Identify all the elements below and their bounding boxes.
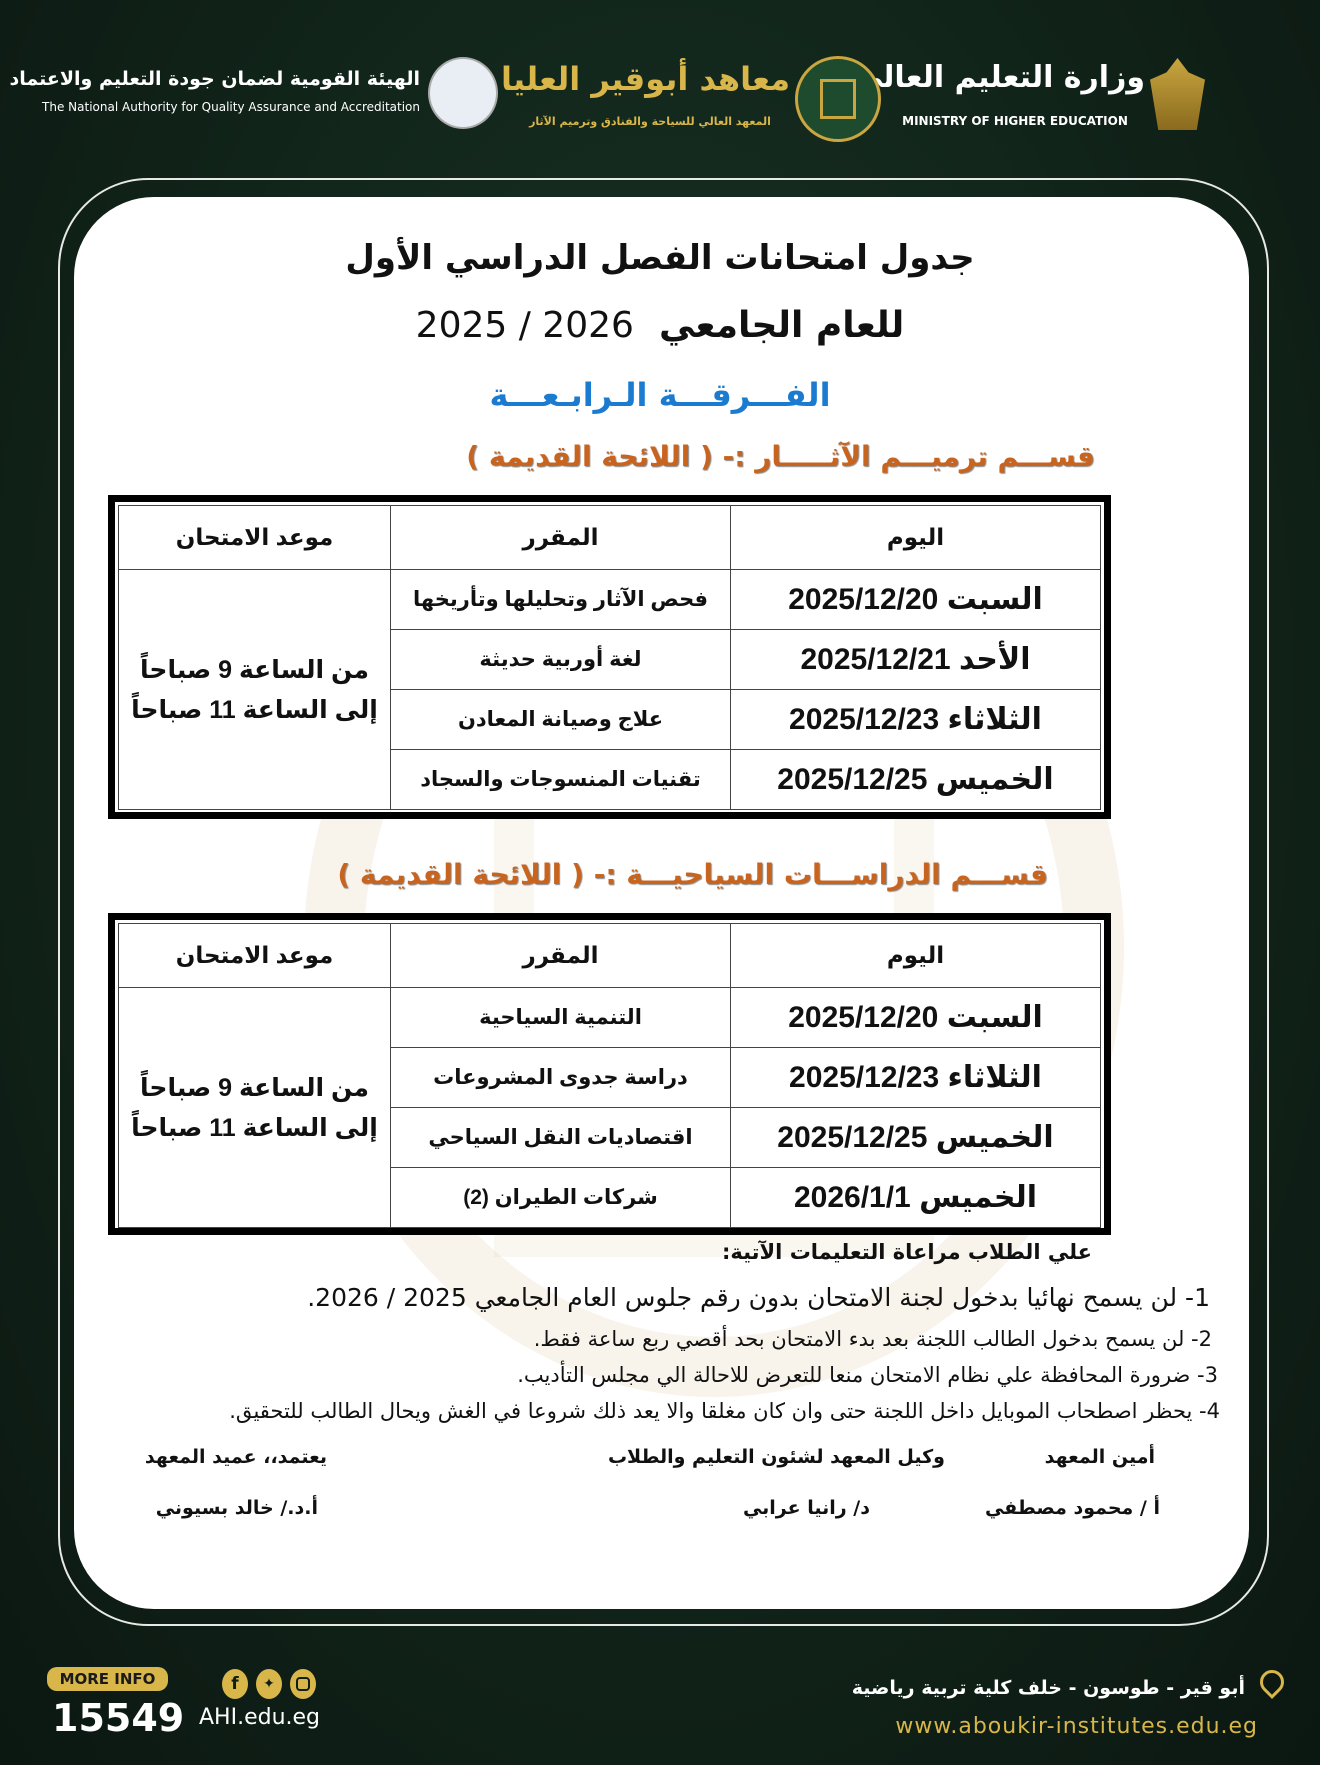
signature-name: أ.د./ خالد بسيوني bbox=[155, 1497, 318, 1519]
year-label: للعام الجامعي bbox=[659, 305, 905, 346]
day-cell: الخميس 2025/12/25 bbox=[730, 1107, 1101, 1168]
website-link[interactable]: www.aboukir-institutes.edu.eg bbox=[895, 1714, 1258, 1739]
table-row: الخميس 2026/1/1 شركات الطيران (2) bbox=[119, 1167, 1101, 1228]
institute-seal-logo bbox=[795, 56, 881, 142]
instructions-heading: علي الطلاب مراعاة التعليمات الآتية: bbox=[721, 1240, 1092, 1264]
institute-name: معاهد أبوقير العليا bbox=[501, 60, 790, 98]
course-cell: علاج وصيانة المعادن bbox=[390, 689, 731, 750]
course-cell: شركات الطيران (2) bbox=[390, 1167, 731, 1228]
address: أبو قير - طوسون - خلف كلية تربية رياضية bbox=[851, 1677, 1245, 1699]
column-header-time: موعد الامتحان bbox=[118, 505, 391, 570]
day-cell: الخميس 2026/1/1 bbox=[730, 1167, 1101, 1228]
day-cell: الثلاثاء 2025/12/23 bbox=[730, 689, 1101, 750]
naqaae-name-en: The National Authority for Quality Assur… bbox=[42, 100, 420, 114]
signature-title: أمين المعهد bbox=[1044, 1446, 1155, 1468]
column-header-course: المقرر bbox=[390, 923, 731, 988]
section-heading: قســـم ترميـــم الآثـــــار :- ( اللائحة… bbox=[466, 440, 1095, 473]
column-header-time: موعد الامتحان bbox=[118, 923, 391, 988]
page-title: جدول امتحانات الفصل الدراسي الأول bbox=[345, 238, 975, 278]
instruction-item: 3- ضرورة المحافظة علي نظام الامتحان منعا… bbox=[517, 1363, 1218, 1387]
column-header-day: اليوم bbox=[730, 505, 1101, 570]
facebook-icon[interactable]: f bbox=[222, 1669, 248, 1699]
signature-title: وكيل المعهد لشئون التعليم والطلاب bbox=[607, 1446, 945, 1468]
instruction-item: 2- لن يسمح بدخول الطالب اللجنة بعد بدء ا… bbox=[533, 1327, 1212, 1351]
table-row: الخميس 2025/12/25 تقنيات المنسوجات والسجا… bbox=[119, 749, 1101, 810]
day-cell: الخميس 2025/12/25 bbox=[730, 749, 1101, 810]
signature-name: أ / محمود مصطفي bbox=[984, 1497, 1160, 1519]
instruction-item: 4- يحظر اصطحاب الموبايل داخل اللجنة حتى … bbox=[229, 1399, 1220, 1423]
signature-title: يعتمد،، عميد المعهد bbox=[144, 1446, 327, 1468]
course-cell: دراسة جدوى المشروعات bbox=[390, 1047, 731, 1108]
course-cell: تقنيات المنسوجات والسجاد bbox=[390, 749, 731, 810]
day-cell: الثلاثاء 2025/12/23 bbox=[730, 1047, 1101, 1108]
section-heading: قســـم الدراســـات السياحيـــة :- ( اللا… bbox=[337, 858, 1048, 891]
ministry-name-en: MINISTRY OF HIGHER EDUCATION bbox=[902, 114, 1128, 128]
course-cell: لغة أوربية حديثة bbox=[390, 629, 731, 690]
card-frame bbox=[58, 178, 1269, 1626]
schedule-table: اليوم المقرر موعد الامتحان السبت 2025/12/2… bbox=[108, 495, 1111, 819]
short-website-link[interactable]: AHI.edu.eg bbox=[199, 1705, 321, 1730]
column-header-day: اليوم bbox=[730, 923, 1101, 988]
more-info-badge: MORE INFO bbox=[47, 1667, 168, 1691]
year-value: 2025 / 2026 bbox=[415, 305, 634, 346]
table-row: السبت 2025/12/20 فحص الآثار وتحليلها وتأر… bbox=[118, 569, 1101, 810]
day-cell: السبت 2025/12/20 bbox=[730, 569, 1101, 630]
table-row: الثلاثاء 2025/12/23 علاج وصيانة المعادن bbox=[119, 689, 1101, 750]
table-row: الأحد 2025/12/21 لغة أوربية حديثة bbox=[119, 629, 1101, 690]
day-cell: الأحد 2025/12/21 bbox=[730, 629, 1101, 690]
instagram-icon[interactable] bbox=[290, 1669, 316, 1699]
schedule-table: اليوم المقرر موعد الامتحان السبت 2025/12/2… bbox=[108, 913, 1111, 1235]
institute-subtitle: المعهد العالي للسياحة والفنادق وترميم ال… bbox=[529, 115, 771, 128]
time-cell: من الساعة 9 صباحاً إلى الساعة 11 صباحاً bbox=[118, 569, 391, 810]
course-cell: اقتصاديات النقل السياحي bbox=[390, 1107, 731, 1168]
ministry-name-ar: وزارة التعليم العالي bbox=[852, 60, 1145, 95]
naqaae-logo bbox=[428, 57, 498, 129]
column-header-course: المقرر bbox=[390, 505, 731, 570]
naqaae-name-ar: الهيئة القومية لضمان جودة التعليم والاعت… bbox=[9, 68, 420, 90]
table-row: السبت 2025/12/20 التنمية السياحية من الساع… bbox=[118, 987, 1101, 1228]
level-title: الفـــرقـــة الـرابـعـــة bbox=[489, 376, 831, 414]
time-cell: من الساعة 9 صباحاً إلى الساعة 11 صباحاً bbox=[118, 987, 391, 1228]
academic-year: للعام الجامعي 2025 / 2026 bbox=[0, 305, 1320, 346]
table-row: الخميس 2025/12/25 اقتصاديات النقل السياحي bbox=[119, 1107, 1101, 1168]
course-cell: فحص الآثار وتحليلها وتأريخها bbox=[390, 569, 731, 630]
hotline-number: 15549 bbox=[52, 1696, 185, 1740]
course-cell: التنمية السياحية bbox=[390, 987, 731, 1048]
signature-name: د/ رانيا عرابي bbox=[742, 1497, 870, 1519]
day-cell: السبت 2025/12/20 bbox=[730, 987, 1101, 1048]
instruction-item: 1- لن يسمح نهائيا بدخول لجنة الامتحان بد… bbox=[307, 1283, 1210, 1312]
twitter-icon[interactable]: ✦ bbox=[256, 1669, 282, 1699]
